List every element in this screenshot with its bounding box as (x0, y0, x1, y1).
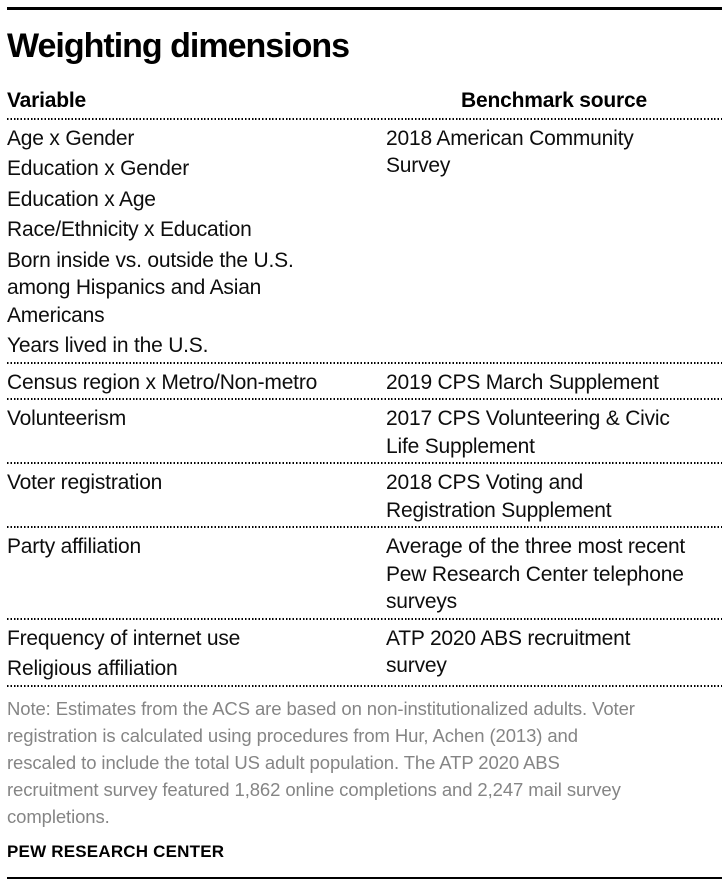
variable-item: Education x Gender (7, 157, 190, 180)
row-separator (7, 398, 722, 400)
variable-item: Religious affiliation (7, 657, 178, 680)
table-row: Age x Gender Education x Gender Educatio… (7, 120, 722, 362)
benchmark-cell: 2019 CPS March Supplement (386, 370, 659, 394)
row-separator (7, 684, 722, 687)
top-rule (7, 7, 722, 10)
variable-item: Party affiliation (7, 535, 141, 558)
variable-cell: Age x Gender Education x Gender Educatio… (7, 125, 386, 360)
row-separator (7, 462, 722, 464)
benchmark-cell: Average of the three most recent Pew Res… (386, 535, 686, 613)
table-row: Voter registration 2018 CPS Voting and R… (7, 464, 722, 526)
variable-item: Race/Ethnicity x Education (7, 218, 252, 241)
variable-item: Volunteerism (7, 407, 126, 430)
variable-item: Born inside vs. outside the U.S. among H… (7, 248, 294, 327)
benchmark-source-column-header: Benchmark source (461, 89, 647, 112)
benchmark-cell: ATP 2020 ABS recruitment survey (386, 626, 631, 678)
page-title: Weighting dimensions (7, 27, 350, 65)
variable-cell: Census region x Metro/Non-metro (7, 369, 386, 397)
benchmark-cell: 2018 CPS Voting and Registration Supplem… (386, 471, 612, 522)
footnote: Note: Estimates from the ACS are based o… (7, 697, 635, 827)
variable-cell: Volunteerism (7, 405, 386, 460)
table-header-row: Variable Benchmark source (7, 87, 722, 118)
row-separator (7, 361, 722, 364)
brand-line: PEW RESEARCH CENTER (7, 841, 225, 861)
table-row: Frequency of internet use Religious affi… (7, 620, 722, 685)
variable-item: Education x Age (7, 187, 156, 211)
bottom-rule (7, 876, 722, 879)
benchmark-cell: 2017 CPS Volunteering & Civic Life Suppl… (386, 407, 670, 458)
benchmark-cell: 2018 American Community Survey (386, 126, 634, 178)
table-row: Census region x Metro/Non-metro 2019 CPS… (7, 364, 722, 399)
row-separator (7, 117, 722, 120)
row-separator (7, 617, 722, 620)
variable-item: Years lived in the U.S. (7, 334, 209, 357)
variable-cell: Voter registration (7, 469, 386, 524)
variable-item: Voter registration (7, 471, 163, 494)
variable-column-header: Variable (7, 89, 86, 112)
variable-item: Age x Gender (7, 126, 135, 150)
weighting-table: Variable Benchmark source Age x Gender E… (7, 87, 722, 687)
table-row: Party affiliation Average of the three m… (7, 528, 722, 618)
variable-item: Frequency of internet use (7, 626, 241, 650)
variable-cell: Frequency of internet use Religious affi… (7, 625, 386, 683)
table-row: Volunteerism 2017 CPS Volunteering & Civ… (7, 400, 722, 462)
row-separator (7, 526, 722, 528)
variable-cell: Party affiliation (7, 533, 386, 616)
variable-item: Census region x Metro/Non-metro (7, 370, 318, 394)
